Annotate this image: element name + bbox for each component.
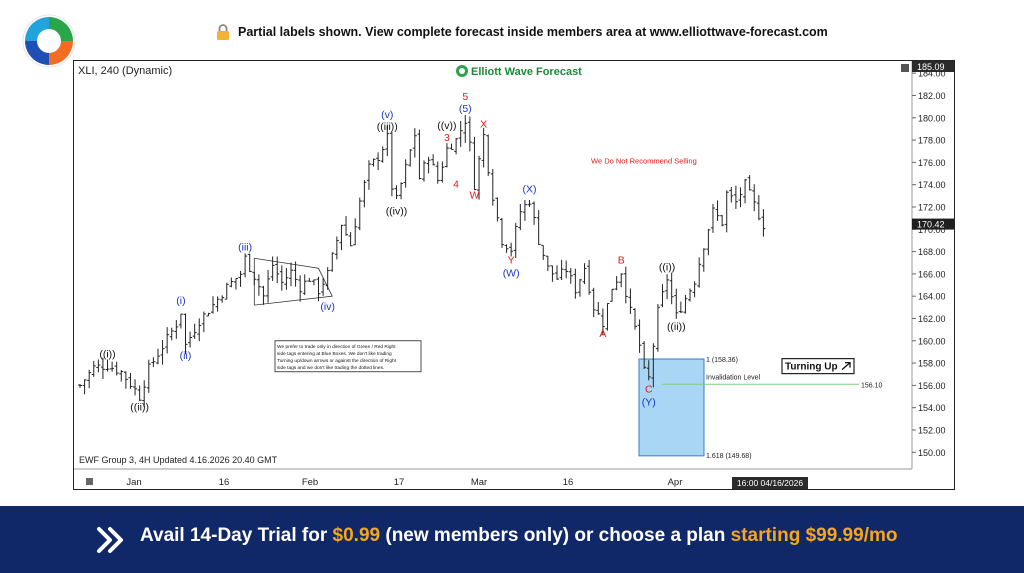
plan-price: starting $99.99/mo (730, 525, 898, 546)
trial-price: $0.99 (332, 525, 381, 546)
wave-label: A (599, 328, 606, 340)
elliott-wave-logo (22, 14, 76, 68)
last-price-tag: 170.42 (917, 220, 945, 230)
wave-label: X (480, 119, 487, 131)
price-tick-label: 162.00 (918, 314, 946, 324)
price-tick-label: 168.00 (918, 247, 946, 257)
price-tick-label: 170.00 (918, 225, 946, 235)
invalidation-label: Invalidation Level (706, 374, 761, 381)
turning-up-box (781, 358, 855, 375)
wave-label: ((ii)) (667, 321, 686, 333)
price-tick-label: 176.00 (918, 158, 946, 168)
price-tick-label: 184.00 (918, 69, 946, 79)
brand-logo-inner (459, 68, 465, 74)
wave-label: (iii) (238, 241, 252, 253)
wave-label: B (618, 255, 625, 267)
price-tick-label: 182.00 (918, 91, 946, 101)
scale-icon (901, 64, 909, 72)
guide-text-line: side tags and we don't like trading the … (277, 365, 384, 371)
wave-label: ((iii)) (377, 121, 398, 133)
price-tick-label: 178.00 (918, 136, 946, 146)
wave-label: (iv) (320, 301, 335, 313)
price-tick-label: 154.00 (918, 403, 946, 413)
wave-label: W (469, 190, 479, 202)
top-price-tag-bg (912, 61, 954, 72)
cursor-date-bg (732, 477, 808, 489)
price-tick-label: 180.00 (918, 113, 946, 123)
promo-banner[interactable]: Avail 14-Day Trial for $0.99 (new member… (0, 506, 1024, 573)
time-tick-label: Feb (302, 477, 318, 488)
wave-label: ((iv)) (386, 205, 408, 217)
guide-text-line: Turning up/down arrows or against the di… (277, 358, 397, 364)
settings-icon (86, 478, 93, 485)
symbol-title: XLI, 240 (Dynamic) (78, 65, 172, 77)
brand-name: Elliott Wave Forecast (471, 66, 582, 78)
last-price-tag-bg (912, 218, 954, 230)
wave-label: (X) (522, 183, 536, 195)
time-tick-label: Jan (126, 477, 141, 488)
turning-up-arrow-icon (841, 361, 851, 371)
guide-text-line: We prefer to trade only in direction of … (277, 344, 396, 350)
double-chevron-icon (97, 527, 123, 553)
time-tick-label: 16 (563, 477, 574, 488)
members-notice: Partial labels shown. View complete fore… (216, 20, 828, 44)
price-tick-label: 174.00 (918, 180, 946, 190)
lock-icon (217, 24, 229, 40)
promo-text-b: (new members only) or choose a plan (380, 525, 731, 546)
wave-label: (v) (381, 109, 393, 121)
time-tick-label: 16 (219, 477, 230, 488)
wave-label: ((i)) (99, 348, 115, 360)
wave-label: (i) (176, 295, 185, 307)
notice-text: Partial labels shown. View complete fore… (238, 25, 828, 39)
cursor-date: 16:00 04/16/2026 (737, 478, 803, 488)
wave-label: (5) (459, 103, 472, 115)
price-chart: 150.00 152.00 154.00 156.00 158.00 160.00 162.… (73, 60, 955, 490)
wave-label: 5 (462, 91, 468, 103)
triangle-pattern (253, 257, 333, 306)
wave-label: 4 (453, 179, 459, 191)
price-tick-label: 156.00 (918, 381, 946, 391)
fib-1-label: 1 (158.36) (706, 357, 738, 364)
wave-label: (ii) (180, 350, 192, 362)
wave-label: Y (508, 254, 515, 266)
promo-text[interactable]: Avail 14-Day Trial for $0.99 (new member… (140, 525, 897, 547)
chart-svg: 150.00 152.00 154.00 156.00 158.00 160.00 162.… (74, 61, 954, 489)
wave-label: ((i)) (659, 261, 675, 273)
wave-label: (W) (503, 267, 520, 279)
guide-box (274, 340, 422, 373)
guide-text-line: side tags entering at Blue Boxes. We don… (277, 351, 392, 357)
time-tick-label: 17 (394, 477, 405, 488)
wave-label: ((ii)) (130, 402, 149, 414)
wave-label: ((v)) (437, 120, 456, 132)
invalidation-value: 156.10 (861, 382, 883, 389)
time-tick-label: Apr (668, 477, 683, 488)
warning-text: We Do Not Recommend Selling (591, 156, 697, 165)
price-tick-label: 166.00 (918, 269, 946, 279)
price-tick-label: 160.00 (918, 336, 946, 346)
wave-label: C (645, 384, 653, 396)
wave-label: 3 (444, 132, 450, 144)
blue-box (638, 358, 705, 457)
fib-1618-label: 1.618 (149.68) (706, 453, 752, 460)
promo-text-a: Avail 14-Day Trial for (140, 525, 333, 546)
time-tick-label: Mar (471, 477, 487, 488)
price-tick-label: 164.00 (918, 292, 946, 302)
update-footer: EWF Group 3, 4H Updated 4.16.2026 20.40 … (79, 455, 278, 465)
price-tick-label: 172.00 (918, 202, 946, 212)
price-tick-label: 152.00 (918, 425, 946, 435)
top-price-tag: 185.09 (917, 62, 945, 72)
wave-label: (Y) (642, 397, 656, 409)
price-tick-label: 158.00 (918, 359, 946, 369)
price-tick-label: 150.00 (918, 448, 946, 458)
turning-up-label: Turning Up (785, 362, 838, 373)
